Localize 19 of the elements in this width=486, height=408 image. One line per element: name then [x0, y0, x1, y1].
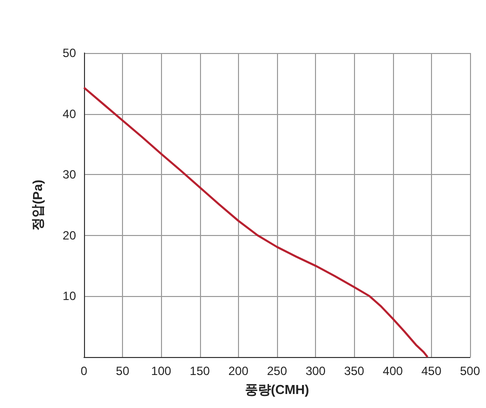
x-tick-label: 300: [306, 364, 326, 378]
x-tick-label: 450: [421, 364, 442, 378]
x-tick-label: 50: [116, 364, 130, 378]
y-axis-title: 정압(Pa): [30, 180, 45, 230]
y-tick-label: 20: [62, 228, 76, 242]
x-tick-label: 150: [190, 364, 210, 378]
x-tick-label: 350: [344, 364, 365, 378]
y-tick-label: 40: [62, 106, 76, 121]
y-tick-label: 30: [62, 168, 76, 182]
x-axis-title: 풍량(CMH): [244, 382, 310, 397]
x-tick-label: 250: [266, 364, 288, 378]
x-tick-label: 0: [80, 364, 88, 378]
x-tick-label: 200: [228, 364, 249, 378]
x-tick-label: 500: [460, 364, 480, 378]
y-tick-label: 10: [62, 289, 76, 304]
x-tick-label: 100: [151, 364, 172, 378]
line-series: [83, 86, 429, 358]
y-tick-label: 50: [62, 46, 76, 60]
x-tick-label: 400: [382, 364, 404, 378]
